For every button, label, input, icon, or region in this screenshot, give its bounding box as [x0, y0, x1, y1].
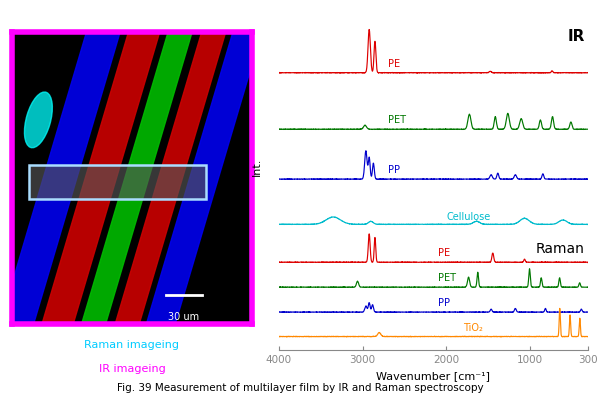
Text: IR imageing: IR imageing	[98, 364, 166, 375]
Polygon shape	[42, 32, 160, 324]
Text: PET: PET	[437, 273, 455, 283]
Text: Cellulose: Cellulose	[446, 212, 490, 222]
Text: 30 um: 30 um	[168, 312, 199, 322]
Text: Int.: Int.	[253, 158, 262, 176]
Text: PP: PP	[437, 298, 449, 308]
Text: PE: PE	[437, 248, 450, 258]
Polygon shape	[82, 32, 192, 324]
Bar	[29, 165, 206, 198]
Text: TiO₂: TiO₂	[463, 323, 482, 333]
Ellipse shape	[25, 92, 52, 148]
Text: PET: PET	[388, 115, 406, 125]
Polygon shape	[0, 32, 120, 324]
Text: Fig. 39 Measurement of multilayer film by IR and Raman spectroscopy: Fig. 39 Measurement of multilayer film b…	[116, 383, 484, 393]
Text: IR: IR	[567, 30, 584, 45]
Bar	[29, 165, 206, 198]
Text: PE: PE	[388, 59, 400, 69]
Polygon shape	[115, 32, 226, 324]
Text: Raman imageing: Raman imageing	[85, 340, 179, 350]
X-axis label: Wavenumber [cm⁻¹]: Wavenumber [cm⁻¹]	[377, 371, 491, 381]
Polygon shape	[146, 32, 262, 324]
Text: PP: PP	[388, 165, 400, 175]
Text: Raman: Raman	[536, 242, 584, 256]
